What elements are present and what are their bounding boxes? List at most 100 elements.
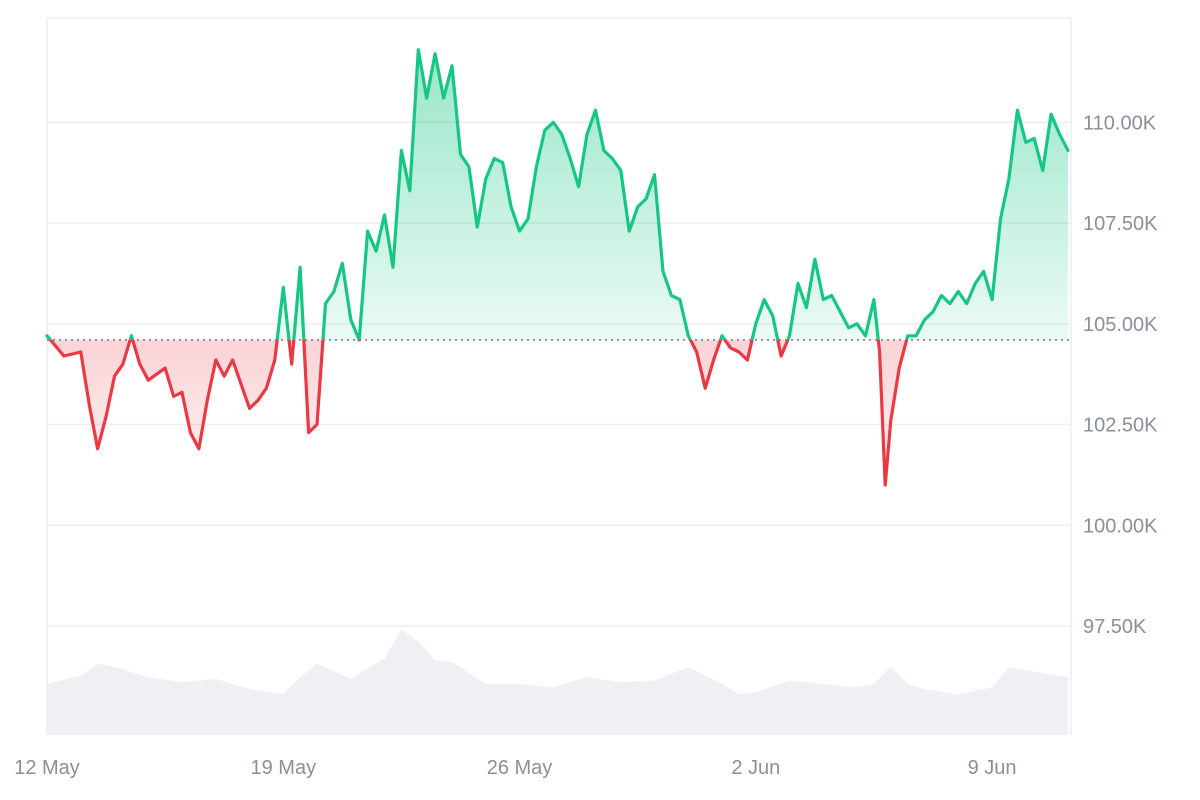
price-point <box>670 294 672 296</box>
price-point <box>1058 133 1060 135</box>
price-point <box>878 351 880 353</box>
price-point <box>679 298 681 300</box>
price-point <box>1042 169 1044 171</box>
price-point <box>923 319 925 321</box>
price-point <box>189 431 191 433</box>
x-tick-label: 2 Jun <box>731 757 780 779</box>
price-point <box>746 359 748 361</box>
price-point <box>864 335 866 337</box>
price-area-above-baseline <box>47 49 1068 340</box>
price-point <box>485 178 487 180</box>
price-point <box>603 149 605 151</box>
price-point <box>105 415 107 417</box>
price-point <box>451 65 453 67</box>
price-point <box>907 335 909 337</box>
price-point <box>1033 137 1035 139</box>
price-point <box>991 298 993 300</box>
price-line-above-baseline <box>45 48 1070 340</box>
volume-area <box>47 629 1068 735</box>
price-point <box>704 387 706 389</box>
price-point <box>80 351 82 353</box>
price-point <box>755 323 757 325</box>
price-point <box>316 423 318 425</box>
price-point <box>940 294 942 296</box>
price-point <box>620 169 622 171</box>
price-point <box>223 375 225 377</box>
price-point <box>898 367 900 369</box>
price-point <box>712 359 714 361</box>
price-point <box>291 363 293 365</box>
price-point <box>113 375 115 377</box>
price-point <box>172 395 174 397</box>
price-point <box>282 286 284 288</box>
price-point <box>442 97 444 99</box>
price-point <box>518 230 520 232</box>
price-point <box>577 186 579 188</box>
price-point <box>662 270 664 272</box>
price-point <box>206 399 208 401</box>
price-point <box>459 153 461 155</box>
price-point <box>628 230 630 232</box>
price-point <box>729 347 731 349</box>
price-point <box>982 270 984 272</box>
price-point <box>957 290 959 292</box>
x-tick-label: 9 Jun <box>968 757 1017 779</box>
price-point <box>257 399 259 401</box>
price-point <box>299 266 301 268</box>
price-point <box>417 49 419 51</box>
x-tick-label: 26 May <box>487 757 553 779</box>
price-point <box>46 335 48 337</box>
price-point <box>890 419 892 421</box>
price-point <box>164 367 166 369</box>
y-tick-label: 102.50K <box>1083 415 1158 437</box>
price-point <box>476 226 478 228</box>
y-tick-label: 105.00K <box>1083 314 1158 336</box>
price-point <box>535 165 537 167</box>
price-point <box>772 315 774 317</box>
price-point <box>502 161 504 163</box>
price-point <box>763 298 765 300</box>
price-point <box>544 129 546 131</box>
price-point <box>569 157 571 159</box>
price-point <box>341 262 343 264</box>
y-tick-label: 110.00K <box>1083 112 1157 134</box>
price-point <box>274 359 276 361</box>
price-point <box>687 335 689 337</box>
price-point <box>873 298 875 300</box>
price-point <box>721 335 723 337</box>
y-tick-label: 100.00K <box>1083 515 1158 537</box>
price-point <box>797 282 799 284</box>
price-point <box>1016 109 1018 111</box>
price-point <box>400 149 402 151</box>
price-point <box>426 97 428 99</box>
price-line-below-baseline <box>48 339 909 487</box>
price-point <box>181 391 183 393</box>
price-point <box>552 121 554 123</box>
price-point <box>434 53 436 55</box>
price-point <box>88 403 90 405</box>
price-point <box>510 206 512 208</box>
price-point <box>915 335 917 337</box>
price-point <box>831 294 833 296</box>
price-point <box>383 214 385 216</box>
price-point <box>884 484 886 486</box>
price-point <box>392 266 394 268</box>
price-point <box>333 290 335 292</box>
price-point <box>780 355 782 357</box>
price-point <box>366 230 368 232</box>
price-point <box>248 407 250 409</box>
x-tick-label: 12 May <box>14 757 80 779</box>
price-point <box>611 157 613 159</box>
price-point <box>839 311 841 313</box>
price-point <box>240 383 242 385</box>
price-point <box>139 363 141 365</box>
price-point <box>350 319 352 321</box>
price-point <box>147 379 149 381</box>
price-point <box>949 302 951 304</box>
price-point <box>586 133 588 135</box>
price-point <box>738 351 740 353</box>
price-point <box>96 448 98 450</box>
price-point <box>594 109 596 111</box>
price-point <box>198 448 200 450</box>
